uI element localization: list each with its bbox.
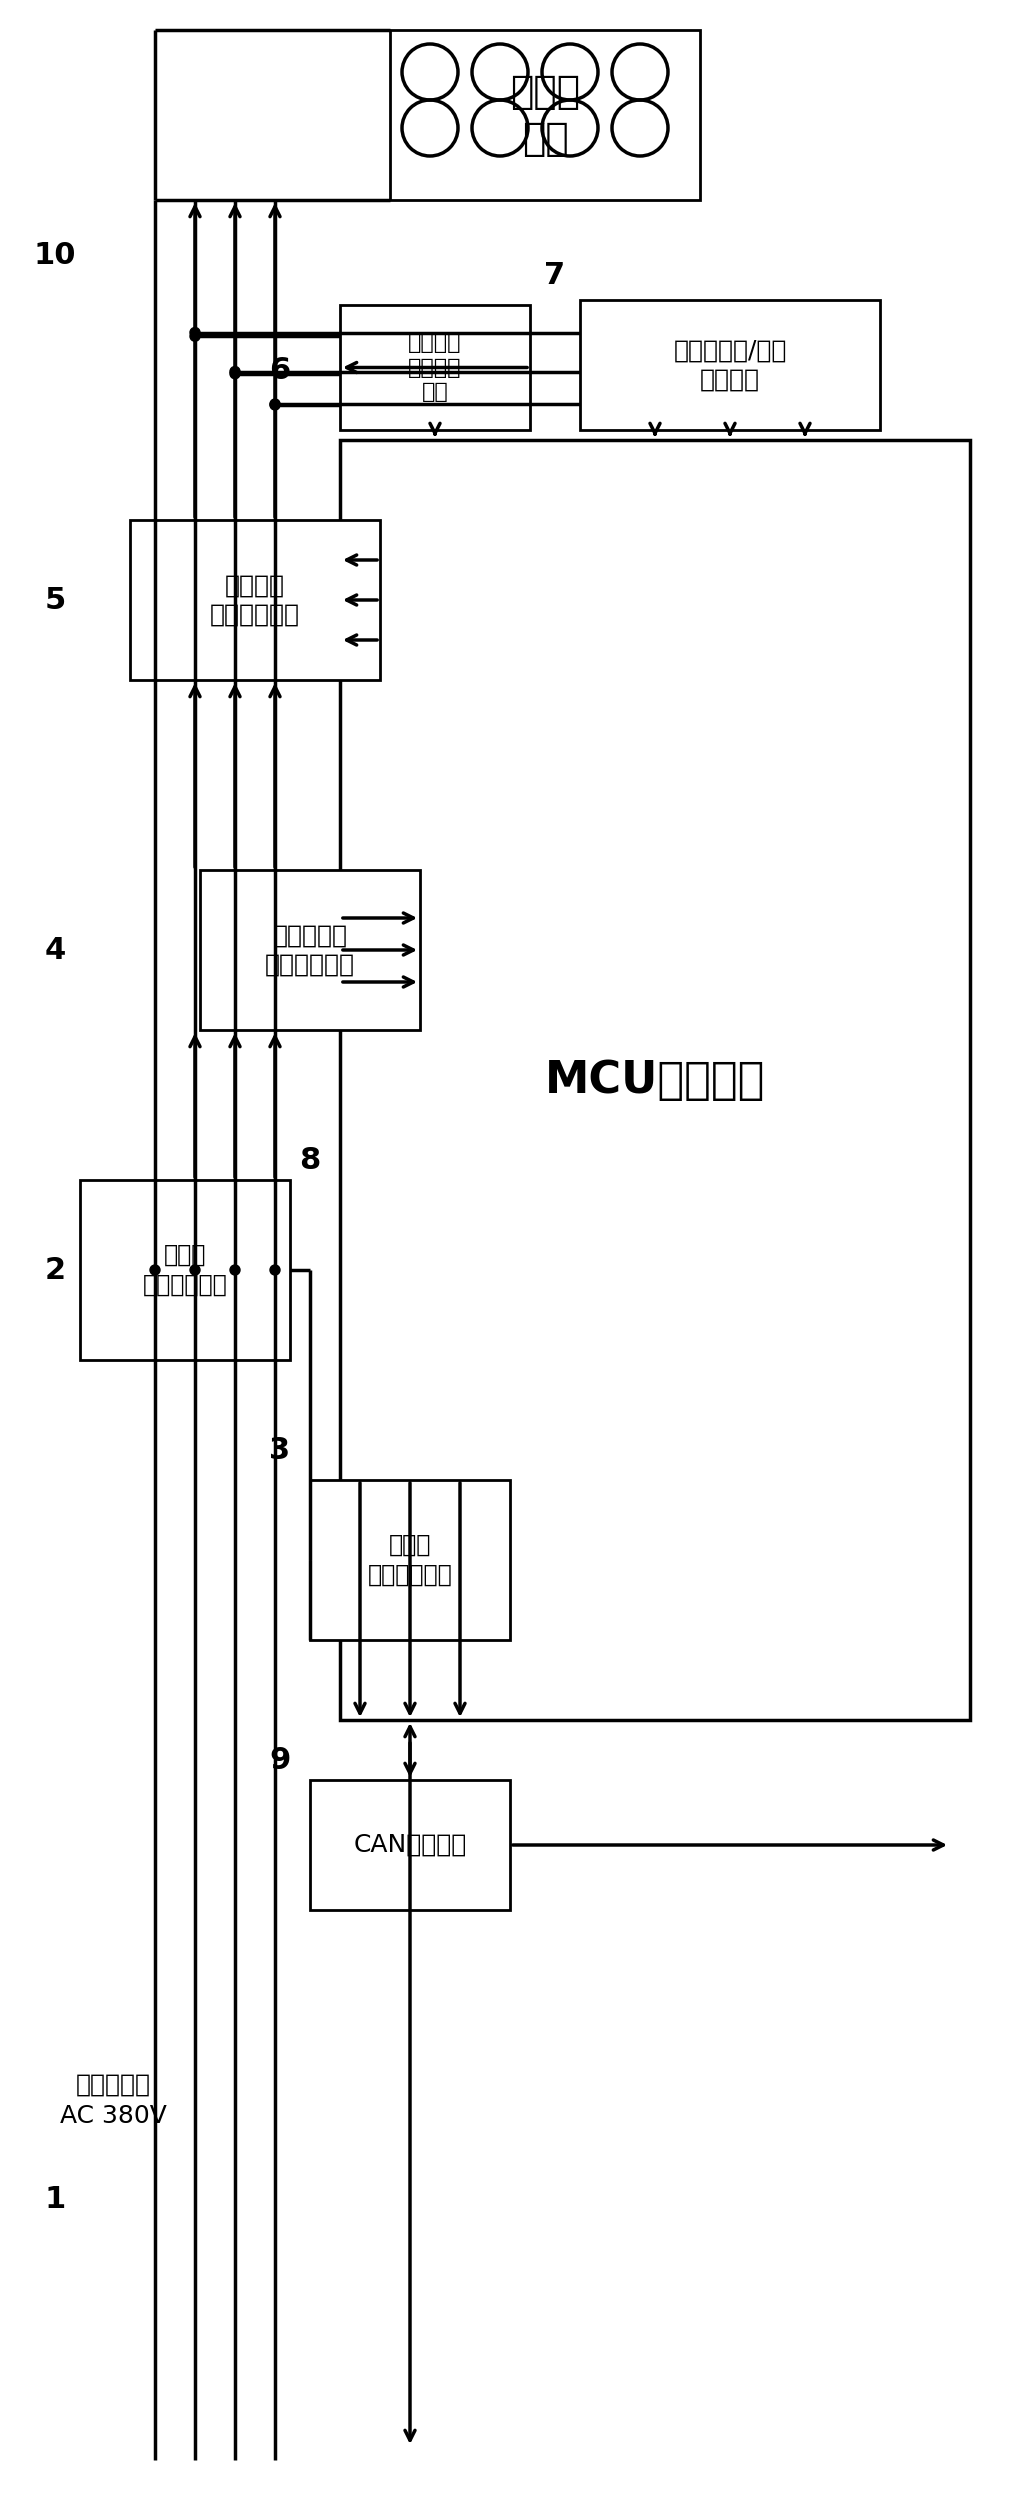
Circle shape xyxy=(190,331,200,341)
Text: 3: 3 xyxy=(270,1437,291,1464)
Text: 7: 7 xyxy=(544,261,566,288)
Circle shape xyxy=(190,328,200,338)
Bar xyxy=(340,441,970,1720)
Circle shape xyxy=(230,366,240,376)
Text: 10: 10 xyxy=(33,241,76,268)
Bar xyxy=(80,1181,290,1359)
Text: 三相电
过零检测电路: 三相电 过零检测电路 xyxy=(368,1534,452,1587)
Text: 2: 2 xyxy=(44,1256,66,1284)
Bar xyxy=(580,301,880,431)
Circle shape xyxy=(270,401,280,411)
Bar xyxy=(130,519,380,679)
Circle shape xyxy=(190,1266,200,1276)
Circle shape xyxy=(230,369,240,379)
Text: CAN通讯电路: CAN通讯电路 xyxy=(354,1833,467,1858)
Text: 三相电输入
AC 380V: 三相电输入 AC 380V xyxy=(60,2073,167,2128)
Text: 加热圈开路/短路
检测电路: 加热圈开路/短路 检测电路 xyxy=(674,338,787,391)
Bar xyxy=(340,306,530,431)
Text: 5: 5 xyxy=(44,587,66,614)
Text: 1: 1 xyxy=(44,2186,66,2214)
Bar xyxy=(390,30,700,201)
Text: MCU核心电路: MCU核心电路 xyxy=(544,1058,766,1101)
Bar xyxy=(310,1479,510,1640)
Circle shape xyxy=(230,1266,240,1276)
Text: 6: 6 xyxy=(270,356,291,384)
Bar xyxy=(310,1780,510,1910)
Text: 输出电流
采集检测电路: 输出电流 采集检测电路 xyxy=(210,574,300,627)
Text: 8: 8 xyxy=(299,1146,320,1173)
Text: 4: 4 xyxy=(44,935,66,965)
Text: 输出电压
采集检测
电路: 输出电压 采集检测 电路 xyxy=(408,333,462,401)
Text: 加热圈
负载: 加热圈 负载 xyxy=(510,73,580,158)
Circle shape xyxy=(270,1266,280,1276)
Text: 多路可控硅
输出控制电路: 多路可控硅 输出控制电路 xyxy=(265,923,355,978)
Bar xyxy=(200,870,420,1030)
Circle shape xyxy=(150,1266,160,1276)
Circle shape xyxy=(270,399,280,409)
Text: 三相电
输入保护电路: 三相电 输入保护电路 xyxy=(142,1243,227,1296)
Text: 9: 9 xyxy=(270,1745,291,1775)
